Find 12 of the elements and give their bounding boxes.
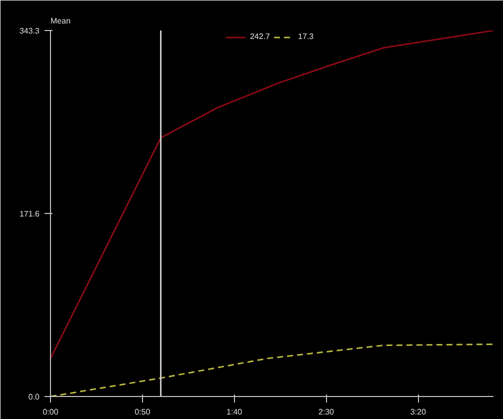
legend-label: 17.3: [298, 32, 315, 41]
y-tick-label: 171.6: [19, 210, 40, 219]
y-tick-label: 0.0: [28, 392, 40, 402]
y-tick-label: 343.3: [19, 26, 40, 36]
x-tick-label: 3:20: [410, 408, 426, 416]
line-series: [50, 30, 494, 360]
x-tick-label: 0:00: [42, 408, 59, 416]
legend-label: 242.7: [250, 32, 270, 41]
chart-title: Mean: [50, 16, 71, 26]
x-tick-label: 2:30: [318, 408, 335, 416]
x-tick-label: 1:40: [226, 408, 243, 416]
x-tick-label: 0:50: [134, 408, 151, 416]
